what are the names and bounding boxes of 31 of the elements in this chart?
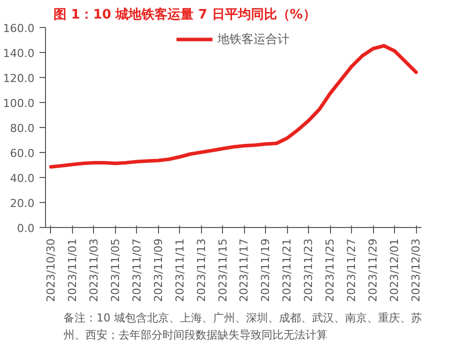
x-tick-label: 2023/11/01 xyxy=(66,238,79,302)
x-tick-label: 2023/11/11 xyxy=(173,238,186,302)
chart-title: 图 1：10 城地铁客运量 7 日平均同比（%） xyxy=(54,6,316,22)
y-tick-label: 160.0 xyxy=(3,22,35,35)
y-tick-label: 100.0 xyxy=(3,97,35,110)
x-tick-label: 2023/12/01 xyxy=(388,238,402,302)
line-series xyxy=(49,44,418,169)
x-tick-label: 2023/11/09 xyxy=(152,238,165,302)
legend-label: 地铁客运合计 xyxy=(218,30,290,48)
text: 备注：10 城包含北京、上海、广州、深圳、成都、武汉、南京、重庆、苏州、西安；去年部分时间段数据缺失导致同比无法计算 xyxy=(64,312,422,342)
x-tick-label: 2023/11/23 xyxy=(302,238,316,302)
y-tick-label: 20.0 xyxy=(10,197,35,210)
x-tick-label: 2023/11/25 xyxy=(324,238,337,302)
x-tick-label: 2023/11/05 xyxy=(108,238,122,302)
x-tick-label: 2023/11/15 xyxy=(216,238,230,302)
y-tick-label: 140.0 xyxy=(3,47,35,60)
y-tick-label: 120.0 xyxy=(3,72,35,85)
x-tick-label: 2023/11/17 xyxy=(238,238,251,302)
y-tick-label: 80.0 xyxy=(10,122,35,135)
x-tick-label: 2023/10/30 xyxy=(44,238,58,302)
x-tick-label: 2023/12/03 xyxy=(410,238,423,302)
x-tick-label: 2023/11/21 xyxy=(280,238,294,302)
y-tick-label: 0.0 xyxy=(17,222,35,235)
x-tick-label: 2023/11/29 xyxy=(366,238,380,302)
x-tick-label: 2023/11/03 xyxy=(87,238,100,302)
x-tick-label: 2023/11/13 xyxy=(194,238,208,302)
x-tick-label: 2023/11/07 xyxy=(130,238,144,302)
x-tick-label: 2023/11/27 xyxy=(345,238,358,302)
y-tick-label: 40.0 xyxy=(10,172,35,185)
y-tick-label: 60.0 xyxy=(10,147,35,160)
x-tick-label: 2023/11/19 xyxy=(259,238,272,302)
